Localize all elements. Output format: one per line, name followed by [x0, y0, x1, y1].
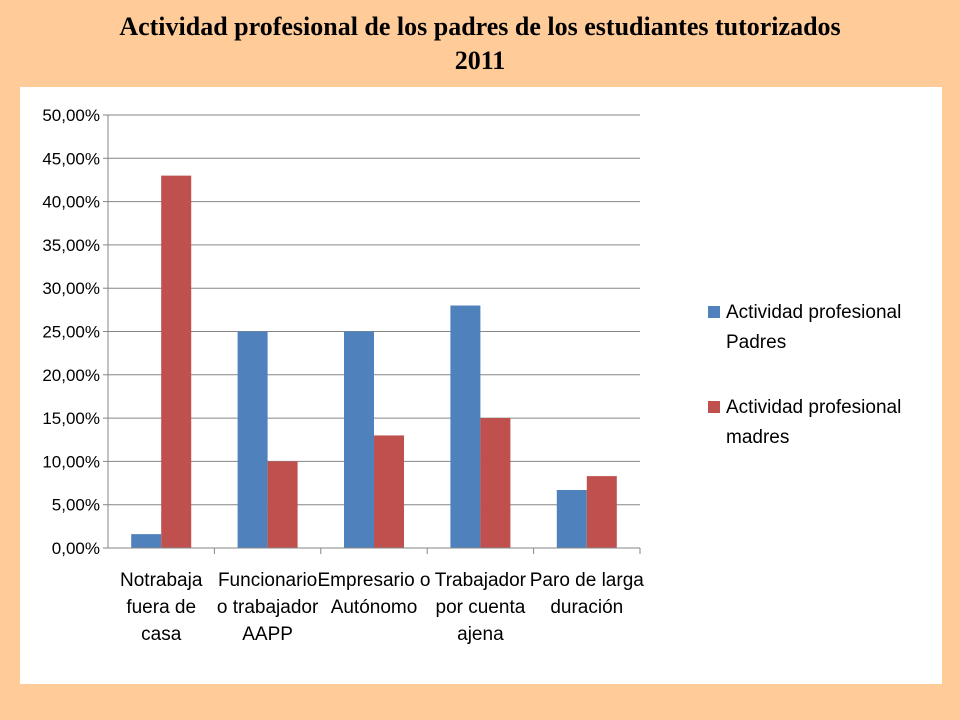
x-tick-label: Notrabaja: [120, 570, 203, 591]
y-tick-label: 15,00%: [42, 409, 100, 428]
y-tick-label: 40,00%: [42, 193, 100, 212]
axes: [107, 115, 641, 554]
slide-title: Actividad profesional de los padres de l…: [0, 10, 960, 78]
bar-series-2: [161, 175, 192, 548]
y-tick-label: 50,00%: [42, 106, 100, 125]
legend-label-series-2: madres: [726, 427, 789, 448]
x-tick-label: AAPP: [242, 624, 293, 645]
x-tick-label: ajena: [457, 624, 504, 645]
slide-title-line1: Actividad profesional de los padres de l…: [119, 12, 841, 41]
x-tick-label: o trabajador: [217, 597, 319, 618]
bar-series-1: [344, 331, 374, 548]
legend-label-series-1: Padres: [726, 332, 786, 353]
y-tick-label: 10,00%: [42, 452, 100, 471]
bar-series-2: [480, 418, 511, 548]
y-tick-label: 25,00%: [42, 323, 100, 342]
bar-series-1: [450, 305, 481, 548]
x-tick-label: duración: [550, 597, 623, 618]
y-tick-label: 30,00%: [42, 279, 100, 298]
bar-series-1: [131, 534, 162, 548]
legend-label-series-1: Actividad profesional: [726, 302, 901, 323]
bars: [131, 175, 617, 548]
chart-panel: 0,00% 5,00% 10,00% 15,00% 20,00% 25,00% 30,00%…: [20, 87, 942, 684]
legend-label-series-2: Actividad profesional: [726, 397, 901, 418]
bar-series-1: [556, 489, 587, 548]
bar-series-1: [237, 331, 268, 548]
x-tick-label: por cuenta: [436, 597, 526, 618]
x-tick-label: Autónomo: [331, 597, 418, 618]
x-tick-label: Paro de larga: [530, 570, 645, 591]
x-tick-label: Empresario o: [318, 570, 431, 591]
x-tick-label: fuera de: [126, 597, 196, 618]
bar-series-2: [586, 476, 617, 548]
y-axis-ticks: 0,00% 5,00% 10,00% 15,00% 20,00% 25,00% 30,00%…: [42, 106, 108, 558]
x-tick-label: Trabajador: [435, 570, 527, 591]
y-tick-label: 5,00%: [52, 496, 100, 515]
bar-chart: 0,00% 5,00% 10,00% 15,00% 20,00% 25,00% 30,00%…: [42, 106, 901, 645]
x-tick-label: casa: [141, 624, 182, 645]
y-tick-label: 45,00%: [42, 149, 100, 168]
slide-title-line2: 2011: [454, 46, 506, 75]
x-tick-label: Funcionario: [218, 570, 317, 591]
bar-series-2: [267, 461, 298, 548]
y-tick-label: 0,00%: [52, 539, 100, 558]
legend-swatch-series-1: [708, 306, 720, 318]
y-tick-label: 20,00%: [42, 366, 100, 385]
x-axis-labels: Notrabaja fuera de casa Funcionario o trabaj…: [120, 570, 644, 645]
legend-swatch-series-2: [708, 401, 720, 413]
bar-series-2: [374, 435, 404, 548]
legend: Actividad profesional Padres Actividad pro…: [708, 302, 901, 448]
y-tick-label: 35,00%: [42, 236, 100, 255]
